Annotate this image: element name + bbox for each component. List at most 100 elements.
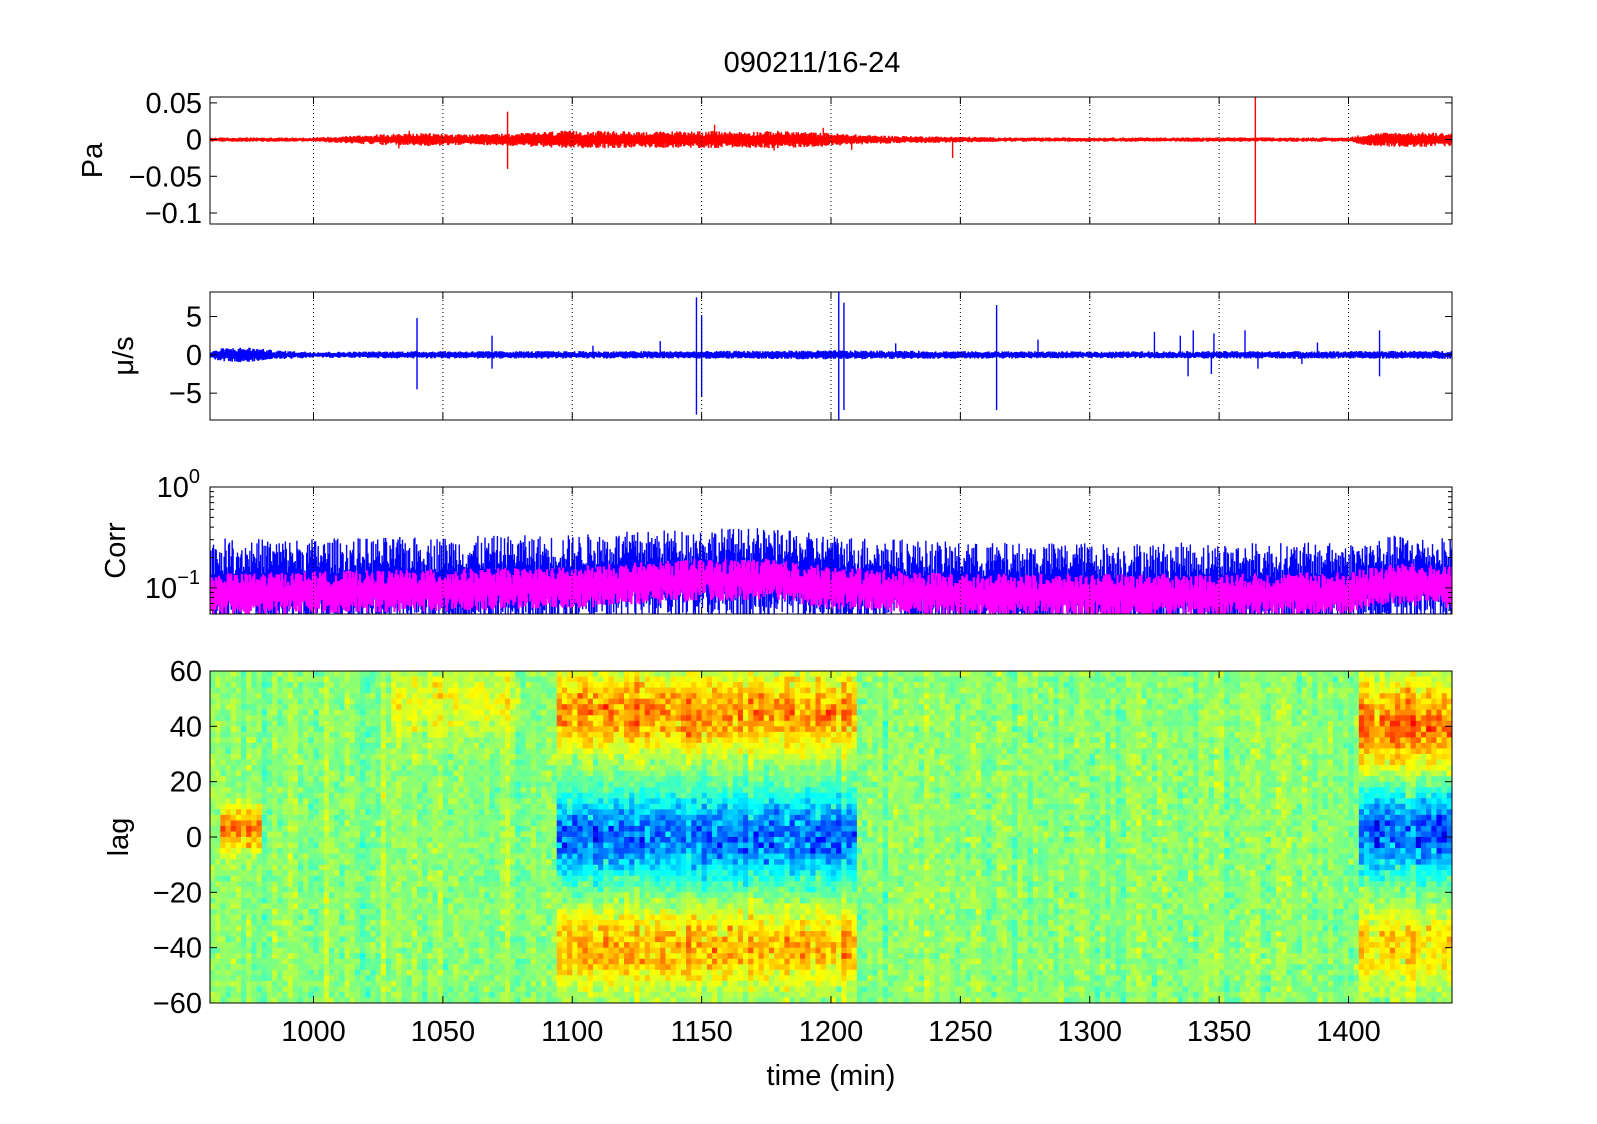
heatmap-cell (262, 671, 268, 677)
heatmap-cell (220, 671, 226, 677)
heatmap-cell (339, 942, 345, 948)
heatmap-cell (552, 953, 558, 959)
heatmap-cell (251, 754, 257, 760)
heatmap-cell (272, 699, 278, 705)
heatmap-cell (495, 931, 501, 937)
heatmap-cell (541, 843, 547, 849)
heatmap-cell (443, 892, 449, 898)
heatmap-cell (438, 693, 444, 699)
heatmap-cell (215, 837, 221, 843)
heatmap-cell (350, 937, 356, 943)
heatmap-cell (464, 854, 470, 860)
heatmap-cell (334, 710, 340, 716)
heatmap-cell (288, 859, 294, 865)
heatmap-cell (407, 754, 413, 760)
heatmap-cell (355, 721, 361, 727)
heatmap-cell (391, 704, 397, 710)
y-tick-label: 0.05 (146, 88, 202, 120)
heatmap-cell (562, 682, 568, 688)
heatmap-cell (588, 732, 594, 738)
heatmap-cell (619, 682, 625, 688)
heatmap-cell (236, 682, 242, 688)
heatmap-cell (577, 748, 583, 754)
heatmap-cell (360, 975, 366, 981)
heatmap-cell (510, 704, 516, 710)
heatmap-cell (479, 782, 485, 788)
heatmap-cell (293, 975, 299, 981)
heatmap-cell (257, 776, 263, 782)
heatmap-cell (401, 959, 407, 965)
heatmap-cell (282, 743, 288, 749)
heatmap-cell (267, 898, 273, 904)
heatmap-cell (365, 953, 371, 959)
heatmap-cell (360, 920, 366, 926)
heatmap-cell (453, 931, 459, 937)
heatmap-cell (298, 942, 304, 948)
heatmap-cell (381, 909, 387, 915)
heatmap-cell (583, 776, 589, 782)
heatmap-cell (526, 898, 532, 904)
heatmap-cell (552, 903, 558, 909)
heatmap-cell (226, 677, 232, 683)
heatmap-cell (376, 726, 382, 732)
heatmap-cell (567, 920, 573, 926)
heatmap-cell (469, 677, 475, 683)
heatmap-cell (412, 715, 418, 721)
heatmap-cell (314, 699, 320, 705)
heatmap-cell (577, 815, 583, 821)
heatmap-cell (438, 953, 444, 959)
heatmap-cell (376, 903, 382, 909)
heatmap-cell (288, 682, 294, 688)
heatmap-cell (251, 937, 257, 943)
heatmap-cell (236, 837, 242, 843)
heatmap-cell (526, 776, 532, 782)
heatmap-cell (546, 837, 552, 843)
heatmap-cell (546, 726, 552, 732)
heatmap-cell (288, 970, 294, 976)
heatmap-cell (422, 948, 428, 954)
heatmap-cell (443, 992, 449, 998)
heatmap-cell (495, 953, 501, 959)
heatmap-cell (495, 771, 501, 777)
heatmap-cell (407, 721, 413, 727)
heatmap-cell (505, 843, 511, 849)
heatmap-cell (614, 959, 620, 965)
heatmap-cell (588, 914, 594, 920)
heatmap-cell (603, 710, 609, 716)
heatmap-cell (324, 903, 330, 909)
heatmap-cell (386, 937, 392, 943)
heatmap-cell (619, 677, 625, 683)
heatmap-cell (515, 898, 521, 904)
heatmap-cell (215, 671, 221, 677)
heatmap-cell (231, 760, 237, 766)
heatmap-cell (557, 843, 563, 849)
heatmap-cell (350, 682, 356, 688)
heatmap-cell (396, 953, 402, 959)
heatmap-cell (412, 765, 418, 771)
heatmap-cell (552, 959, 558, 965)
heatmap-cell (293, 682, 299, 688)
heatmap-cell (531, 876, 537, 882)
heatmap-cell (345, 748, 351, 754)
heatmap-cell (345, 721, 351, 727)
heatmap-cell (510, 870, 516, 876)
heatmap-cell (567, 986, 573, 992)
heatmap-cell (521, 760, 527, 766)
heatmap-cell (267, 737, 273, 743)
heatmap-cell (210, 737, 216, 743)
heatmap-cell (246, 721, 252, 727)
heatmap-cell (293, 986, 299, 992)
heatmap-cell (314, 754, 320, 760)
heatmap-cell (345, 682, 351, 688)
heatmap-cell (521, 743, 527, 749)
heatmap-cell (293, 959, 299, 965)
heatmap-cell (381, 959, 387, 965)
heatmap-cell (339, 765, 345, 771)
heatmap-cell (531, 748, 537, 754)
heatmap-cell (257, 931, 263, 937)
heatmap-cell (603, 704, 609, 710)
heatmap-cell (438, 754, 444, 760)
heatmap-cell (546, 688, 552, 694)
heatmap-cell (220, 881, 226, 887)
heatmap-cell (526, 743, 532, 749)
